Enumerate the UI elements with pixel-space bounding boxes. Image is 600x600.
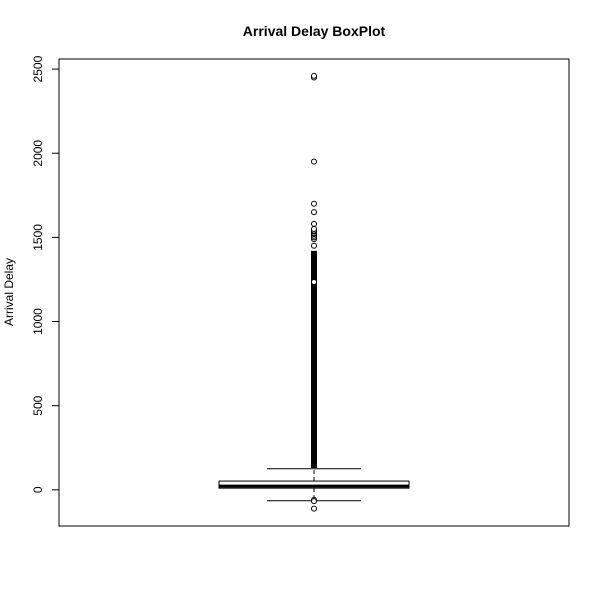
y-tick-label: 500 [31,395,45,415]
outlier-point [311,505,317,512]
chart-title: Arrival Delay BoxPlot [243,23,386,39]
y-axis-label: Arrival Delay [2,258,16,326]
outlier-point [311,200,317,207]
y-tick-label: 0 [31,486,45,493]
y-tick-label: 1500 [31,224,45,251]
y-tick-label: 1000 [31,308,45,335]
outlier-point [311,72,317,79]
outlier-point [311,220,317,227]
y-tick-label: 2500 [31,55,45,82]
box-plot [218,72,410,512]
y-axis-ticks: 0 500 1000 1500 2000 2500 [31,55,59,493]
y-tick-label: 2000 [31,140,45,167]
iqr-box [218,480,410,489]
outlier-point [311,158,317,165]
outlier-point [311,225,317,232]
outlier-point [311,498,317,505]
outlier-point [311,278,317,285]
outlier-point [311,242,317,249]
outlier-point [311,209,317,216]
outlier-cluster [311,250,317,468]
